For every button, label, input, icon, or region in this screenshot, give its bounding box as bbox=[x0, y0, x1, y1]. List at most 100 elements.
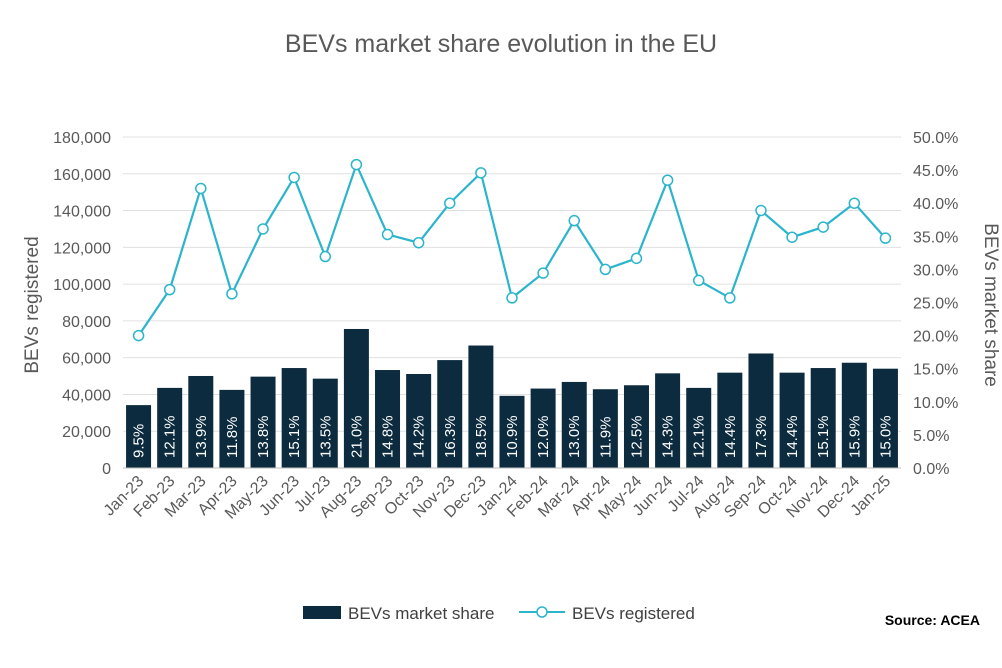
y-left-tick-label: 120,000 bbox=[53, 240, 111, 257]
source-note: Source: ACEA bbox=[884, 612, 980, 628]
line-point bbox=[848, 197, 861, 209]
line-point bbox=[692, 274, 705, 287]
bar bbox=[157, 387, 183, 468]
line-point bbox=[599, 263, 612, 276]
y-right-tick-label: 0.0% bbox=[913, 461, 949, 478]
line-point bbox=[724, 292, 736, 304]
y-axis-right-title: BEVs market share bbox=[980, 223, 1001, 387]
legend-label-line: BEVs registered bbox=[572, 604, 695, 623]
bar bbox=[437, 360, 463, 468]
legend-label-bar: BEVs market share bbox=[348, 604, 494, 623]
y-right-tick-label: 15.0% bbox=[913, 362, 958, 379]
y-right-tick-label: 35.0% bbox=[913, 229, 958, 246]
bar-data-label: 11.9% bbox=[597, 417, 614, 458]
line-point bbox=[506, 292, 518, 304]
y-right-tick-label: 25.0% bbox=[913, 296, 958, 313]
legend: BEVs market share BEVs registered bbox=[303, 604, 695, 623]
bar bbox=[779, 372, 805, 468]
line-point bbox=[879, 232, 892, 244]
bar-data-label: 13.9% bbox=[193, 415, 210, 458]
y-axis-left-title: BEVs registered bbox=[22, 236, 43, 373]
y-left-tick-label: 80,000 bbox=[62, 314, 111, 331]
bar-data-label: 14.3% bbox=[660, 415, 677, 458]
y-right-tick-label: 10.0% bbox=[913, 395, 958, 412]
bar-data-label: 12.0% bbox=[535, 415, 552, 458]
bar bbox=[219, 389, 245, 468]
line-point bbox=[412, 236, 425, 249]
bar-data-label: 9.5% bbox=[131, 424, 148, 458]
line-point bbox=[817, 221, 829, 233]
bar bbox=[468, 345, 494, 468]
bar-data-label: 15.1% bbox=[286, 415, 303, 458]
bar bbox=[561, 381, 587, 468]
bar-data-label: 13.8% bbox=[255, 415, 272, 458]
y-right-tick-label: 30.0% bbox=[913, 262, 958, 279]
bar bbox=[188, 375, 214, 468]
bar bbox=[655, 373, 681, 468]
bar-data-label: 21.0% bbox=[348, 415, 365, 458]
bar-data-label: 14.4% bbox=[722, 415, 739, 458]
bar bbox=[312, 378, 338, 468]
bar-data-label: 13.5% bbox=[317, 415, 334, 458]
y-left-tick-label: 40,000 bbox=[62, 387, 111, 404]
line-series bbox=[132, 158, 892, 342]
bar-data-label: 13.0% bbox=[566, 415, 583, 458]
bar-data-label: 17.3% bbox=[753, 415, 770, 458]
bar-data-label: 14.8% bbox=[380, 415, 397, 458]
bar-data-label: 10.9% bbox=[504, 415, 521, 458]
line-point bbox=[381, 228, 394, 241]
line-point bbox=[288, 171, 300, 184]
bar bbox=[250, 376, 276, 468]
line-point bbox=[163, 283, 176, 296]
bar-data-label: 15.1% bbox=[815, 415, 832, 458]
line-point bbox=[132, 329, 145, 342]
line-point bbox=[661, 174, 674, 186]
bar-data-label: 14.4% bbox=[784, 415, 801, 458]
y-right-tick-label: 5.0% bbox=[913, 428, 949, 445]
bar bbox=[530, 388, 556, 468]
bar bbox=[810, 368, 836, 468]
line-path bbox=[137, 161, 887, 337]
bar bbox=[126, 405, 152, 468]
bar bbox=[686, 387, 712, 468]
bar bbox=[872, 368, 898, 468]
line-point bbox=[350, 158, 363, 171]
chart-title: BEVs market share evolution in the EU bbox=[284, 30, 718, 58]
line-point bbox=[630, 252, 643, 265]
y-left-tick-label: 180,000 bbox=[53, 130, 111, 147]
bar bbox=[717, 372, 743, 468]
line-point bbox=[537, 267, 549, 279]
legend-marker-line bbox=[536, 606, 548, 618]
bar-series: 9.5% 12.1% 13.9% 11.8% 13.8% 15.1% 13.5% 21.0% 1… bbox=[126, 328, 898, 468]
bar-data-label: 14.2% bbox=[411, 415, 428, 458]
y-right-tick-label: 50.0% bbox=[913, 130, 958, 147]
legend-swatch-bar bbox=[303, 606, 341, 619]
bar bbox=[375, 370, 401, 468]
bar-data-label: 15.0% bbox=[877, 415, 894, 458]
bar-data-label: 18.5% bbox=[473, 415, 490, 458]
line-point bbox=[319, 250, 332, 263]
y-left-tick-label: 140,000 bbox=[53, 204, 111, 221]
bar-data-label: 12.1% bbox=[691, 415, 708, 458]
bar bbox=[623, 385, 649, 468]
line-point bbox=[475, 167, 487, 179]
y-right-tick-label: 20.0% bbox=[913, 329, 958, 346]
bar bbox=[748, 353, 774, 468]
line-point bbox=[786, 231, 798, 243]
line-point bbox=[755, 204, 767, 217]
y-left-tick-label: 0 bbox=[102, 461, 111, 478]
bar-data-label: 11.8% bbox=[224, 417, 241, 458]
bar bbox=[841, 362, 867, 468]
y-right-tick-label: 45.0% bbox=[913, 163, 958, 180]
y-left-tick-label: 100,000 bbox=[53, 277, 111, 294]
line-point bbox=[226, 288, 238, 300]
y-left-tick-label: 60,000 bbox=[62, 351, 111, 368]
bar bbox=[592, 389, 618, 468]
bar-data-label: 12.1% bbox=[162, 415, 179, 458]
line-point bbox=[568, 214, 580, 227]
line-point bbox=[195, 182, 207, 195]
bar bbox=[499, 395, 525, 468]
y-left-tick-label: 160,000 bbox=[53, 167, 111, 184]
line-point bbox=[444, 197, 456, 209]
